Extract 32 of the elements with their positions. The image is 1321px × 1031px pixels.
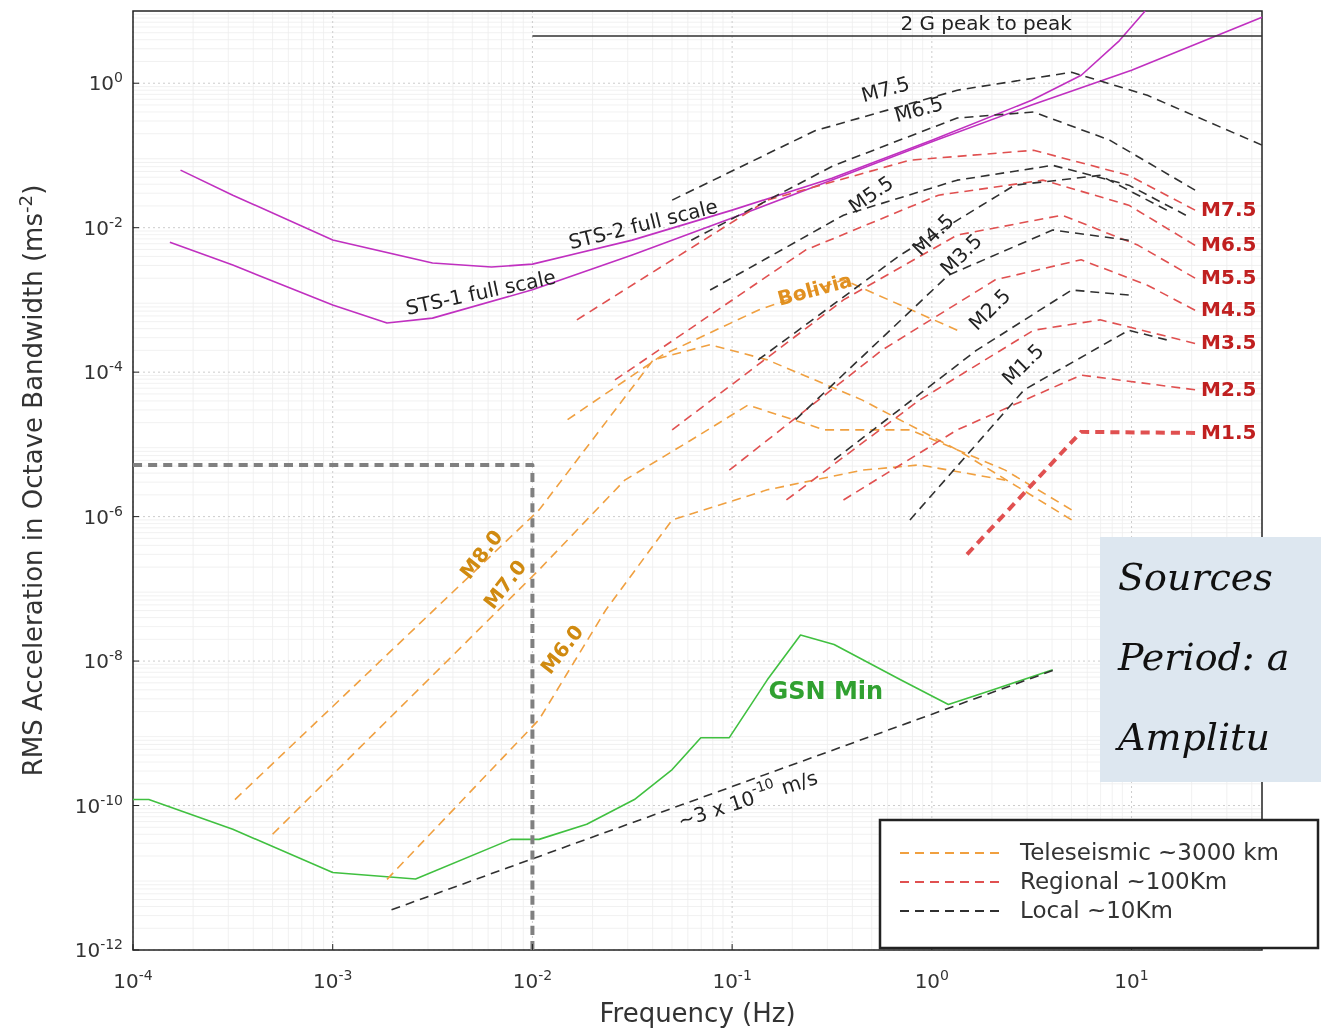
annotation: GSN Min xyxy=(768,677,884,705)
y-tick-label: 10$^{-10}$ xyxy=(74,791,123,818)
annotation: M2.5 xyxy=(1201,376,1257,401)
annotation: Sources xyxy=(1118,555,1273,599)
annotation: STS-2 full scale xyxy=(566,193,720,254)
annotation: M1.5 xyxy=(1201,419,1257,444)
annotation: M6.5 xyxy=(1201,231,1257,256)
y-tick-label: 10$^{-8}$ xyxy=(83,647,123,674)
annotation: M7.5 xyxy=(1201,196,1257,221)
y-tick-label: 10$^{0}$ xyxy=(88,69,123,96)
y-tick-label: 10$^{-6}$ xyxy=(83,502,124,529)
annotation: 2 G peak to peak xyxy=(900,11,1073,36)
x-tick-label: 10$^{-1}$ xyxy=(712,967,752,993)
x-tick-label: 10$^{1}$ xyxy=(1114,967,1149,993)
y-tick-label: 10$^{-12}$ xyxy=(74,936,123,962)
annotation: Period: a xyxy=(1117,635,1290,679)
x-tick-label: 10$^{-2}$ xyxy=(512,967,553,993)
annotation: M4.5 xyxy=(1201,296,1257,321)
annotation: M5.5 xyxy=(1201,264,1257,289)
x-tick-label: 10$^{0}$ xyxy=(914,967,950,993)
x-tick-label: 10$^{-4}$ xyxy=(113,967,153,993)
annotation: M3.5 xyxy=(1201,329,1257,354)
x-axis-title: Frequency (Hz) xyxy=(599,998,796,1028)
annotation: Bolivia xyxy=(774,267,855,311)
legend-label: Local ~10Km xyxy=(1020,897,1173,923)
y-tick-label: 10$^{-2}$ xyxy=(83,213,123,240)
annotation: STS-1 full scale xyxy=(403,264,558,320)
legend-label: Teleseismic ~3000 km xyxy=(1019,839,1279,865)
y-tick-label: 10$^{-4}$ xyxy=(83,358,124,385)
x-tick-label: 10$^{-3}$ xyxy=(313,967,353,993)
legend-label: Regional ~100Km xyxy=(1020,868,1228,894)
annotation: Amplitu xyxy=(1115,715,1270,759)
